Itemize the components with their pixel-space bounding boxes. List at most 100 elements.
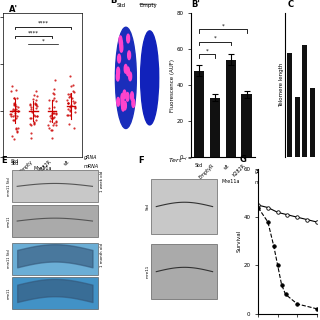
Text: Mre11a: Mre11a xyxy=(34,166,52,171)
Point xyxy=(15,113,20,118)
Circle shape xyxy=(121,99,124,108)
Circle shape xyxy=(118,54,121,63)
Point xyxy=(35,114,40,119)
Point xyxy=(13,107,19,112)
Circle shape xyxy=(126,67,129,76)
Point xyxy=(14,103,19,108)
Point xyxy=(70,89,76,94)
Point xyxy=(67,95,72,100)
Point xyxy=(51,91,56,96)
Y-axis label: Fluorescence (AUF): Fluorescence (AUF) xyxy=(170,59,175,112)
Text: EmptyR: EmptyR xyxy=(198,163,215,180)
Point xyxy=(27,115,32,120)
Circle shape xyxy=(126,92,129,101)
Circle shape xyxy=(123,90,126,99)
Circle shape xyxy=(132,99,135,108)
Point xyxy=(67,107,72,112)
FancyBboxPatch shape xyxy=(12,243,98,275)
Point xyxy=(51,115,56,120)
Circle shape xyxy=(131,92,133,100)
Text: Std: Std xyxy=(11,161,19,166)
Point xyxy=(46,122,51,127)
Circle shape xyxy=(121,93,124,102)
Point xyxy=(50,135,55,140)
Point xyxy=(16,105,21,110)
Point xyxy=(72,90,77,95)
Text: C: C xyxy=(288,0,294,9)
Point xyxy=(53,111,59,116)
Text: E: E xyxy=(1,156,7,165)
Text: 1 month old: 1 month old xyxy=(100,243,104,267)
Point xyxy=(69,102,74,108)
Text: wt: wt xyxy=(63,159,71,167)
Point xyxy=(15,108,20,113)
Point xyxy=(52,87,57,92)
Text: *: * xyxy=(206,48,208,53)
Point xyxy=(12,108,17,113)
Point xyxy=(71,83,76,88)
FancyBboxPatch shape xyxy=(12,205,98,237)
Point xyxy=(72,106,77,111)
Circle shape xyxy=(119,36,122,45)
Point xyxy=(33,106,38,111)
Text: Std: Std xyxy=(117,3,126,8)
Point xyxy=(35,93,40,99)
Point xyxy=(28,122,33,127)
Point xyxy=(16,126,21,131)
Point xyxy=(12,110,17,116)
Bar xyxy=(241,94,252,157)
Circle shape xyxy=(116,72,119,81)
FancyBboxPatch shape xyxy=(151,244,217,299)
Point xyxy=(66,106,71,111)
Circle shape xyxy=(117,98,120,106)
Text: $Tert^{-/-}$: $Tert^{-/-}$ xyxy=(168,156,192,165)
Bar xyxy=(194,71,204,157)
Text: B': B' xyxy=(191,0,200,9)
Point xyxy=(33,113,38,118)
Point xyxy=(51,90,56,95)
Point xyxy=(16,109,21,114)
Point xyxy=(66,91,71,96)
Text: K282R: K282R xyxy=(37,159,52,174)
Circle shape xyxy=(128,51,131,60)
Text: mre11: mre11 xyxy=(7,215,11,227)
Text: K282R: K282R xyxy=(232,163,246,178)
Point xyxy=(65,112,70,117)
Point xyxy=(51,115,56,120)
Point xyxy=(32,101,37,106)
Point xyxy=(28,123,33,128)
Point xyxy=(65,98,70,103)
Point xyxy=(73,100,78,105)
Point xyxy=(70,95,75,100)
Point xyxy=(11,101,16,106)
Point xyxy=(11,96,16,101)
Text: wt: wt xyxy=(223,163,231,171)
Point xyxy=(65,112,70,117)
Text: ****: **** xyxy=(28,30,39,35)
Point xyxy=(10,106,15,111)
Text: B: B xyxy=(111,0,117,5)
Point xyxy=(9,113,14,118)
Text: Std: Std xyxy=(195,163,203,168)
FancyBboxPatch shape xyxy=(151,179,217,234)
Ellipse shape xyxy=(140,31,159,125)
Bar xyxy=(302,44,307,157)
Point xyxy=(31,112,36,117)
Point xyxy=(67,121,72,126)
Text: 1 week old: 1 week old xyxy=(100,171,104,192)
Point xyxy=(73,110,78,115)
Point xyxy=(68,113,73,118)
Point xyxy=(51,110,56,115)
Point xyxy=(65,100,70,106)
Text: ****: **** xyxy=(37,21,48,26)
Point xyxy=(12,136,17,141)
Point xyxy=(68,94,73,99)
Text: *: * xyxy=(221,23,224,28)
Point xyxy=(68,92,73,97)
Text: F: F xyxy=(139,156,144,165)
Point xyxy=(34,98,39,103)
Text: *: * xyxy=(42,38,44,43)
Text: mRNA: mRNA xyxy=(84,164,99,169)
Point xyxy=(10,117,15,122)
Point xyxy=(14,128,19,133)
